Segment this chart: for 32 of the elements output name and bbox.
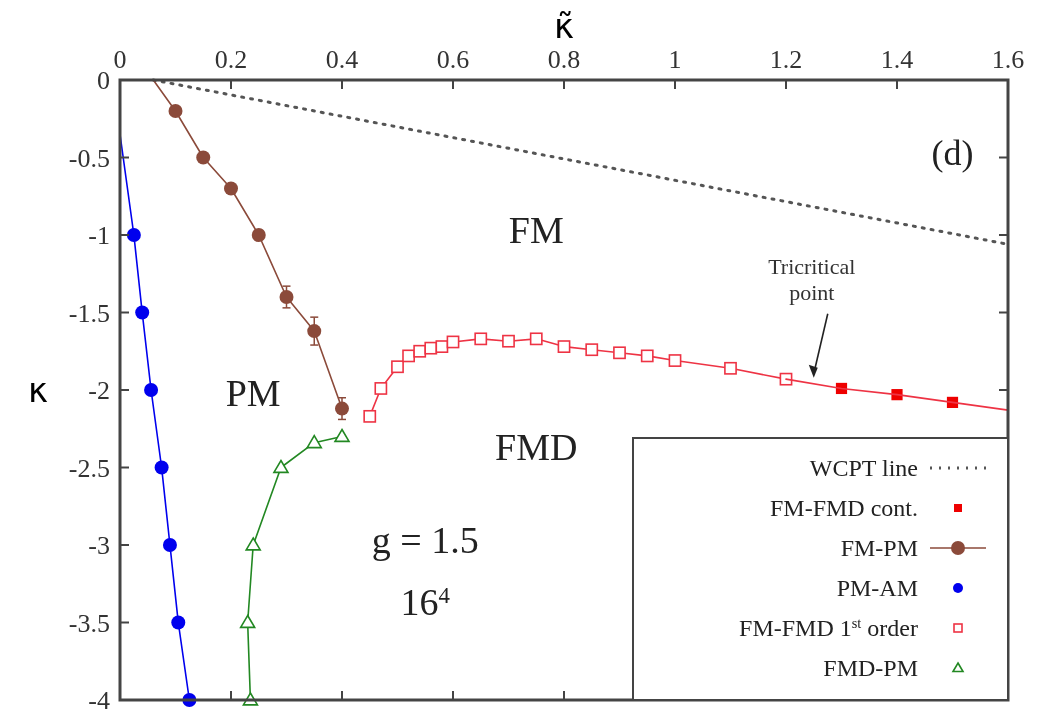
- x-tick-label: 1.4: [880, 45, 914, 74]
- legend-label: PM-AM: [836, 575, 918, 602]
- legend-label: FM-FMD cont.: [769, 495, 918, 522]
- x-tick-label: 0.8: [547, 45, 581, 74]
- x-tick-label: 0.6: [436, 45, 470, 74]
- x-tick-label: 1.2: [769, 45, 803, 74]
- annotation: Tricritical point: [768, 253, 856, 305]
- x-axis-title: κ̃: [553, 6, 575, 46]
- x-tick-label: 0.2: [214, 45, 248, 74]
- annotation: FMD: [495, 425, 578, 468]
- annotation: 16$^{4}$: [400, 580, 451, 623]
- annotation: g = 1.5: [371, 518, 479, 561]
- y-tick-label: -4: [88, 686, 110, 715]
- y-tick-label: -0.5: [68, 143, 110, 173]
- y-tick-label: -2.5: [68, 453, 110, 483]
- legend-label: FMD-PM: [823, 655, 918, 682]
- y-tick-label: -1: [88, 221, 110, 251]
- y-tick-label: -1.5: [68, 298, 110, 328]
- legend-label: WCPT line: [809, 455, 918, 482]
- y-tick-label: -2: [88, 376, 110, 406]
- y-tick-label: -3: [88, 531, 110, 561]
- y-axis-title: κ: [27, 370, 49, 410]
- y-tick-label: 0: [97, 66, 110, 96]
- annotation: (d): [931, 133, 974, 174]
- annotation: FM: [508, 208, 564, 251]
- annotation: PM: [225, 371, 281, 414]
- legend-label: FM-PM: [840, 535, 918, 562]
- legend-label: FM-FMD 1$^{st}$ order: [739, 615, 918, 642]
- y-tick-label: -3.5: [68, 608, 110, 638]
- x-tick-label: 0.4: [325, 45, 359, 74]
- x-tick-label: 1.6: [991, 45, 1025, 74]
- x-tick-label: 1: [668, 45, 682, 74]
